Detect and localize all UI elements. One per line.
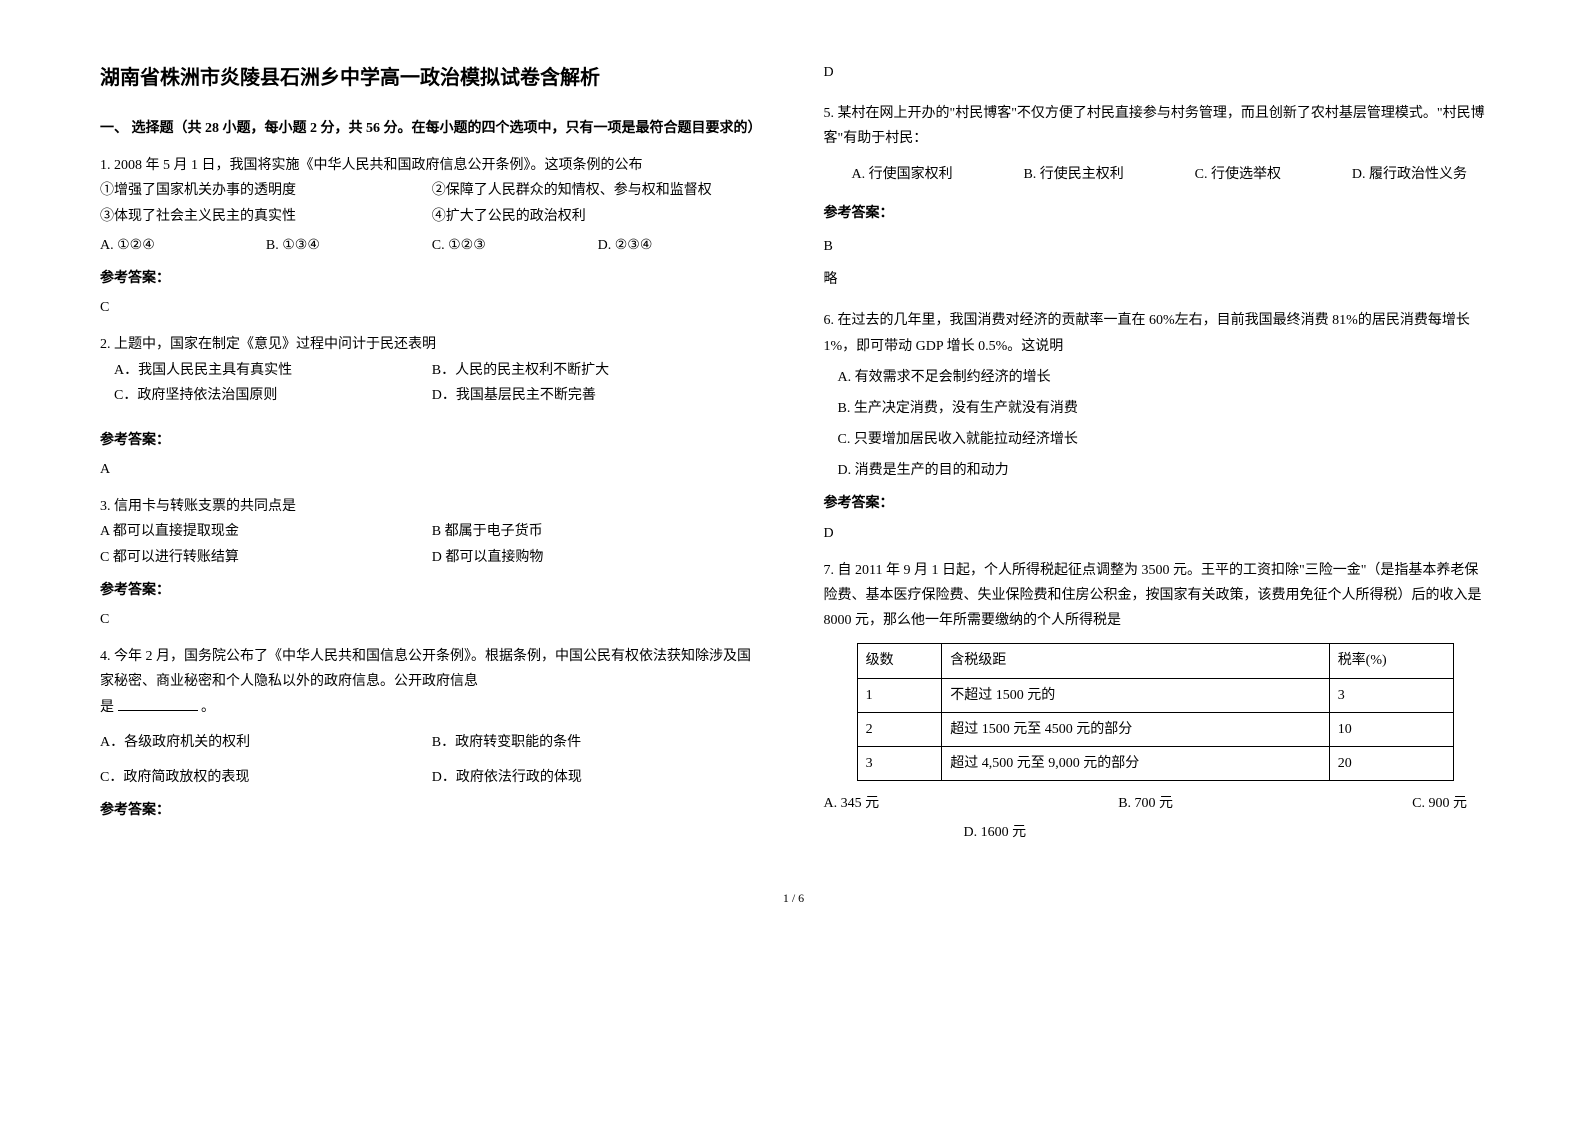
q1-optB: B. ①③④ — [266, 233, 432, 258]
q1-stem: 1. 2008 年 5 月 1 日，我国将实施《中华人民共和国政府信息公开条例》… — [100, 153, 764, 178]
cell: 20 — [1329, 746, 1453, 780]
question-1: 1. 2008 年 5 月 1 日，我国将实施《中华人民共和国政府信息公开条例》… — [100, 153, 764, 320]
q1-sub3: ③体现了社会主义民主的真实性 — [100, 204, 432, 229]
question-7: 7. 自 2011 年 9 月 1 日起，个人所得税起征点调整为 3500 元。… — [824, 558, 1488, 846]
q5-answer-label: 参考答案： — [824, 201, 1488, 226]
table-header-row: 级数 含税级距 税率(%) — [857, 644, 1453, 678]
q3-optA: A 都可以直接提取现金 — [100, 519, 432, 544]
question-5: 5. 某村在网上开办的"村民博客"不仅方便了村民直接参与村务管理，而且创新了农村… — [824, 101, 1488, 292]
document-title: 湖南省株洲市炎陵县石洲乡中学高一政治模拟试卷含解析 — [100, 60, 764, 96]
cell: 超过 1500 元至 4500 元的部分 — [942, 712, 1329, 746]
page-footer: 1 / 6 — [100, 888, 1487, 910]
q5-stem: 5. 某村在网上开办的"村民博客"不仅方便了村民直接参与村务管理，而且创新了农村… — [824, 101, 1488, 151]
q4-optA: A．各级政府机关的权利 — [100, 730, 432, 755]
q2-answer-label: 参考答案： — [100, 428, 764, 453]
q2-optB: B．人民的民主权利不断扩大 — [432, 358, 764, 383]
cell: 2 — [857, 712, 942, 746]
q1-sub4: ④扩大了公民的政治权利 — [432, 204, 764, 229]
q5-optA: A. 行使国家权利 — [852, 162, 953, 187]
q6-optB: B. 生产决定消费，没有生产就没有消费 — [824, 396, 1488, 421]
q3-optC: C 都可以进行转账结算 — [100, 545, 432, 570]
q5-optB: B. 行使民主权利 — [1023, 162, 1123, 187]
q1-answer: C — [100, 295, 764, 320]
q7-stem: 7. 自 2011 年 9 月 1 日起，个人所得税起征点调整为 3500 元。… — [824, 558, 1488, 634]
th-level: 级数 — [857, 644, 942, 678]
q6-optD: D. 消费是生产的目的和动力 — [824, 458, 1488, 483]
cell: 1 — [857, 678, 942, 712]
q2-optC: C．政府坚持依法治国原则 — [100, 383, 432, 408]
q1-optA: A. ①②④ — [100, 233, 266, 258]
q4-stem1: 4. 今年 2 月，国务院公布了《中华人民共和国信息公开条例》。根据条例，中国公… — [100, 644, 764, 694]
q1-sub2: ②保障了人民群众的知情权、参与权和监督权 — [432, 178, 764, 203]
q5-note: 略 — [824, 267, 1488, 292]
q6-answer-label: 参考答案： — [824, 491, 1488, 516]
q7-optD: D. 1600 元 — [964, 820, 1468, 845]
q2-stem: 2. 上题中，国家在制定《意见》过程中问计于民还表明 — [100, 332, 764, 357]
question-3: 3. 信用卡与转账支票的共同点是 A 都可以直接提取现金 B 都属于电子货币 C… — [100, 494, 764, 632]
q4-optD: D．政府依法行政的体现 — [432, 765, 764, 790]
th-range: 含税级距 — [942, 644, 1329, 678]
q7-optA: A. 345 元 — [824, 791, 880, 816]
q5-answer: B — [824, 234, 1488, 259]
table-row: 2 超过 1500 元至 4500 元的部分 10 — [857, 712, 1453, 746]
q3-optD: D 都可以直接购物 — [432, 545, 764, 570]
q2-optA: A．我国人民民主具有真实性 — [100, 358, 432, 383]
q1-answer-label: 参考答案： — [100, 266, 764, 291]
q5-optC: C. 行使选举权 — [1195, 162, 1281, 187]
q4-optB: B．政府转变职能的条件 — [432, 730, 764, 755]
blank-line — [118, 710, 198, 711]
q2-answer: A — [100, 457, 764, 482]
q6-optA: A. 有效需求不足会制约经济的增长 — [824, 365, 1488, 390]
tax-table: 级数 含税级距 税率(%) 1 不超过 1500 元的 3 2 超过 1500 … — [857, 643, 1454, 781]
q3-optB: B 都属于电子货币 — [432, 519, 764, 544]
q1-sub1: ①增强了国家机关办事的透明度 — [100, 178, 432, 203]
section-1-header: 一、 选择题（共 28 小题，每小题 2 分，共 56 分。在每小题的四个选项中… — [100, 116, 764, 141]
q4-answer: D — [824, 60, 1488, 85]
table-row: 1 不超过 1500 元的 3 — [857, 678, 1453, 712]
q1-optC: C. ①②③ — [432, 233, 598, 258]
q1-optD: D. ②③④ — [598, 233, 764, 258]
q2-optD: D．我国基层民主不断完善 — [432, 383, 764, 408]
q6-optC: C. 只要增加居民收入就能拉动经济增长 — [824, 427, 1488, 452]
q6-answer: D — [824, 521, 1488, 546]
cell: 不超过 1500 元的 — [942, 678, 1329, 712]
left-column: 湖南省株洲市炎陵县石洲乡中学高一政治模拟试卷含解析 一、 选择题（共 28 小题… — [100, 60, 764, 858]
q3-answer-label: 参考答案： — [100, 578, 764, 603]
q7-optB: B. 700 元 — [1118, 791, 1173, 816]
q6-stem: 6. 在过去的几年里，我国消费对经济的贡献率一直在 60%左右，目前我国最终消费… — [824, 308, 1488, 358]
cell: 3 — [857, 746, 942, 780]
question-2: 2. 上题中，国家在制定《意见》过程中问计于民还表明 A．我国人民民主具有真实性… — [100, 332, 764, 482]
q3-answer: C — [100, 607, 764, 632]
q4-stem2: 是 — [100, 700, 114, 715]
q4-stem-blank: 是 。 — [100, 695, 764, 720]
table-row: 3 超过 4,500 元至 9,000 元的部分 20 — [857, 746, 1453, 780]
question-6: 6. 在过去的几年里，我国消费对经济的贡献率一直在 60%左右，目前我国最终消费… — [824, 308, 1488, 546]
q7-optC: C. 900 元 — [1412, 791, 1467, 816]
q4-optC: C．政府简政放权的表现 — [100, 765, 432, 790]
q4-answer-label: 参考答案： — [100, 798, 764, 823]
cell: 10 — [1329, 712, 1453, 746]
th-rate: 税率(%) — [1329, 644, 1453, 678]
q4-stem3: 。 — [201, 700, 215, 715]
q5-optD: D. 履行政治性义务 — [1352, 162, 1467, 187]
cell: 3 — [1329, 678, 1453, 712]
question-4: 4. 今年 2 月，国务院公布了《中华人民共和国信息公开条例》。根据条例，中国公… — [100, 644, 764, 823]
right-column: D 5. 某村在网上开办的"村民博客"不仅方便了村民直接参与村务管理，而且创新了… — [824, 60, 1488, 858]
q3-stem: 3. 信用卡与转账支票的共同点是 — [100, 494, 764, 519]
cell: 超过 4,500 元至 9,000 元的部分 — [942, 746, 1329, 780]
